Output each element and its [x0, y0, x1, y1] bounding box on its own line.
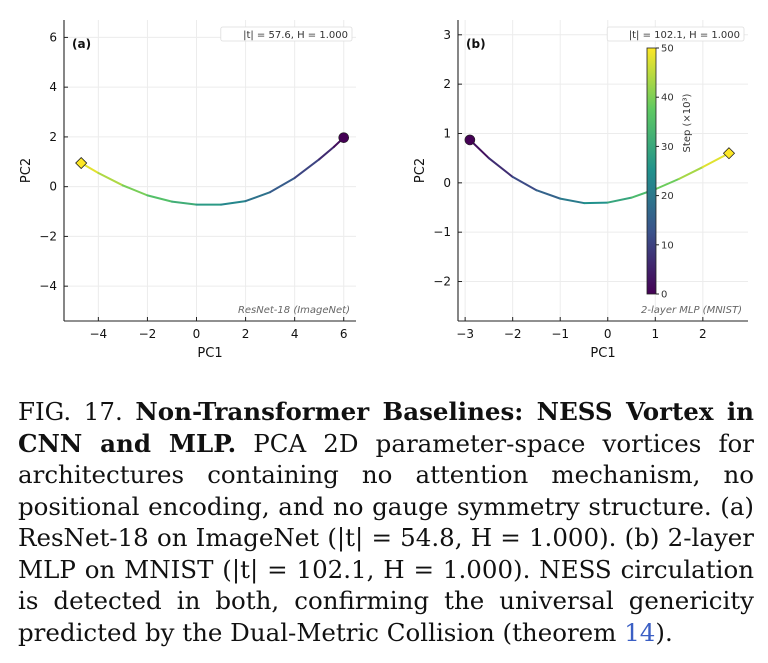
- y-tick-label: 2: [443, 77, 451, 91]
- y-tick-label: −1: [433, 225, 451, 239]
- trajectory-segment: [220, 200, 247, 206]
- trajectory-segment: [678, 166, 704, 180]
- x-tick-label: 0: [193, 327, 201, 341]
- start-point-marker: [464, 134, 476, 146]
- stats-badge: |t| = 57.6, H = 1.000: [243, 30, 348, 41]
- stats-badge-box: [220, 26, 353, 42]
- colorbar-tick-label: 30: [661, 142, 674, 153]
- trajectory-segment: [606, 196, 633, 204]
- y-tick-label: 2: [49, 130, 57, 144]
- colorbar-tick-label: 20: [661, 191, 674, 202]
- panel-b-plot: −3 −2 −1 0 1 2 −2 −1 0 1 2 3 PC1 PC2 (b) |t| = 102.1, H…: [413, 20, 748, 361]
- stats-badge: |t| = 102.1, H = 1.000: [629, 30, 740, 41]
- panel-a-plot: −4 −2 0 2 4 6 −4 −2 0 2 4 6 PC1 PC2 (a) |t| = 57.6, H =…: [19, 20, 356, 361]
- x-tick-label: −4: [90, 327, 108, 341]
- model-note: 2-layer MLP (MNIST): [641, 305, 742, 316]
- colorbar-tick-label: 0: [661, 290, 667, 301]
- x-tick-label: −3: [456, 327, 474, 341]
- x-tick-label: −2: [139, 327, 157, 341]
- y-tick-label: 3: [443, 28, 451, 42]
- x-axis-label: PC1: [197, 346, 222, 361]
- y-tick-label: 0: [443, 176, 451, 190]
- trajectory-segment: [269, 176, 296, 194]
- trajectory-segment: [97, 171, 124, 187]
- trajectory-segment: [293, 158, 321, 179]
- trajectory-segment: [559, 197, 585, 205]
- x-tick-label: 0: [604, 327, 612, 341]
- x-axis-label: PC1: [590, 346, 615, 361]
- caption-body: PCA 2D parameter-space vortices for arch…: [18, 428, 754, 647]
- colorbar-tick-label: 10: [661, 240, 674, 251]
- trajectory-segment: [701, 152, 730, 169]
- x-tick-label: 2: [699, 327, 707, 341]
- colorbar-label: Step (×10³): [682, 93, 693, 152]
- x-tick-label: −2: [504, 327, 522, 341]
- x-tick-label: 4: [291, 327, 299, 341]
- figure: −4 −2 0 2 4 6 −4 −2 0 2 4 6 PC1 PC2 (a) |t| = 57.6, H =…: [19, 20, 748, 361]
- trajectory-segment: [535, 189, 562, 200]
- y-tick-label: −2: [39, 229, 57, 243]
- x-tick-label: 6: [340, 327, 348, 341]
- x-tick-label: −1: [551, 327, 569, 341]
- caption-tail: ).: [655, 617, 673, 647]
- y-tick-label: 1: [443, 126, 451, 140]
- y-axis-label: PC2: [413, 158, 428, 183]
- panel-label: (b): [466, 37, 486, 51]
- trajectory-segment: [146, 194, 173, 203]
- x-tick-label: 2: [242, 327, 250, 341]
- colorbar-gradient: [646, 47, 657, 295]
- y-tick-label: 6: [49, 30, 57, 44]
- trajectory-segment: [121, 184, 149, 197]
- stats-badge-box: [606, 26, 745, 42]
- end-point-marker: [75, 156, 88, 170]
- caption-fig-label: FIG. 17.: [18, 397, 123, 426]
- caption-title: Non-Transformer Baselines: NESS Vortex i…: [18, 397, 754, 458]
- trajectory-segment: [487, 157, 514, 178]
- trajectory-segment: [654, 177, 681, 191]
- end-point-marker: [722, 147, 736, 160]
- y-tick-label: 4: [49, 80, 57, 94]
- panel-label: (a): [72, 37, 91, 51]
- y-tick-label: 0: [49, 180, 57, 194]
- model-note: ResNet-18 (ImageNet): [238, 305, 350, 316]
- x-tick-label: 1: [651, 327, 659, 341]
- start-point-marker: [338, 132, 350, 143]
- y-tick-label: −4: [39, 279, 57, 293]
- y-axis-label: PC2: [19, 158, 34, 183]
- trajectory-segment: [170, 200, 198, 206]
- trajectory-segment: [511, 175, 538, 192]
- trajectory-segment: [244, 191, 272, 203]
- step-colorbar: 0 10 20 30 40 50 Step (×10³): [646, 44, 693, 301]
- y-tick-label: −2: [433, 275, 451, 289]
- theorem-reference-link[interactable]: 14: [624, 617, 656, 647]
- colorbar-tick-label: 40: [661, 93, 674, 104]
- trajectory-segment: [318, 145, 335, 161]
- figure-caption: FIG. 17. Non-Transformer Baselines: NESS…: [18, 396, 754, 648]
- colorbar-tick-label: 50: [661, 44, 674, 55]
